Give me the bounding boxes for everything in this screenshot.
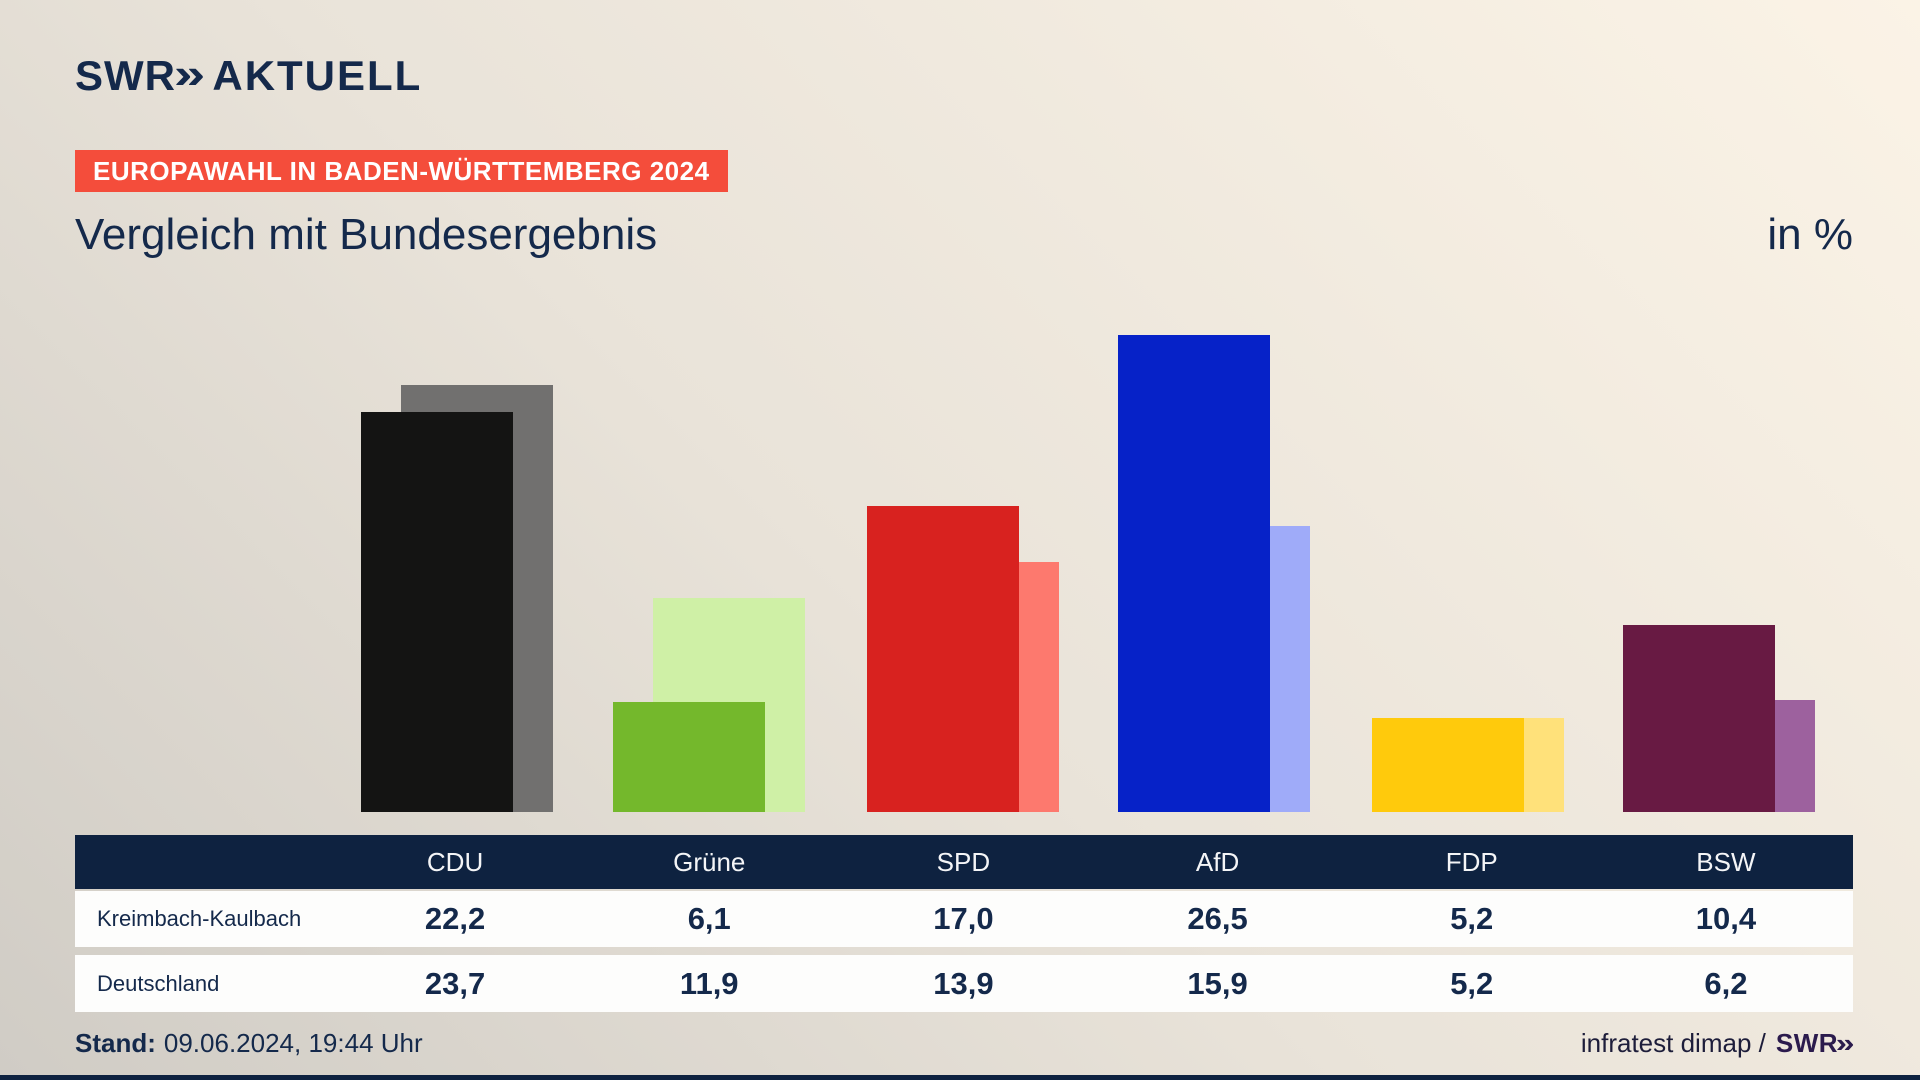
value-afd-deutschland: 15,9	[1187, 965, 1248, 1001]
column-header-fdp: FDP	[1445, 846, 1498, 877]
page-title: Vergleich mit Bundesergebnis	[75, 210, 658, 259]
column-header-bsw: BSW	[1696, 846, 1756, 877]
election-badge: EUROPAWAHL IN BADEN-WÜRTTEMBERG 2024	[75, 150, 728, 192]
unit-label: in %	[1767, 210, 1853, 259]
source-line: infratest dimap / SWR»	[1580, 1028, 1856, 1059]
value-afd-kreimbach-kaulbach: 26,5	[1187, 901, 1248, 936]
value-fdp-kreimbach-kaulbach: 5,2	[1450, 901, 1494, 936]
stand-value: 09.06.2024, 19:44 Uhr	[163, 1028, 423, 1058]
table-row: Deutschland 23,7 11,9 13,9 15,9 5,2 6,2	[75, 955, 1853, 1012]
status-line: Stand: 09.06.2024, 19:44 Uhr	[75, 1028, 423, 1059]
stand-label: Stand:	[75, 1028, 156, 1058]
results-table: CDU Grüne SPD AfD FDP BSW Kreimbach-Kaulbach 2…	[75, 835, 1853, 1012]
chevrons-icon: »	[1835, 1028, 1856, 1058]
swr-logo-text: SWR	[75, 52, 176, 99]
bottom-navy-strip	[0, 1075, 1920, 1080]
bar-fdp-kreimbach-kaulbach	[1372, 718, 1524, 812]
value-bsw-kreimbach-kaulbach: 10,4	[1695, 901, 1757, 936]
value-spd-deutschland: 13,9	[933, 965, 994, 1001]
value-spd-kreimbach-kaulbach: 17,0	[933, 901, 994, 936]
value-cdu-kreimbach-kaulbach: 22,2	[424, 901, 486, 936]
column-header-cdu: CDU	[426, 846, 484, 877]
aktuell-logo-text: AKTUELL	[212, 52, 423, 99]
column-header-spd: SPD	[936, 846, 991, 877]
swr-aktuell-logo: SWR» AKTUELL	[75, 50, 422, 102]
table-header-row: CDU Grüne SPD AfD FDP BSW	[75, 835, 1853, 889]
table-row: Kreimbach-Kaulbach 22,2 6,1 17,0 26,5 5,2 10,4	[75, 891, 1853, 947]
value-cdu-deutschland: 23,7	[424, 965, 486, 1001]
source-text: infratest dimap /	[1580, 1028, 1766, 1058]
bar-bsw-kreimbach-kaulbach	[1623, 625, 1775, 812]
chevrons-icon: »	[173, 50, 207, 97]
value-grüne-deutschland: 11,9	[679, 965, 739, 1001]
value-fdp-deutschland: 5,2	[1450, 965, 1494, 1001]
swr-footer-logo-text: SWR	[1775, 1028, 1839, 1058]
swr-footer-logo: SWR»	[1775, 1028, 1856, 1059]
row-label: Kreimbach-Kaulbach	[97, 906, 302, 931]
value-grüne-kreimbach-kaulbach: 6,1	[687, 901, 731, 936]
column-header-afd: AfD	[1195, 846, 1240, 877]
bar-afd-kreimbach-kaulbach	[1118, 335, 1270, 812]
bar-chart	[361, 335, 1815, 812]
column-header-grüne: Grüne	[673, 846, 746, 877]
value-bsw-deutschland: 6,2	[1704, 965, 1748, 1001]
bar-spd-kreimbach-kaulbach	[867, 506, 1019, 812]
bar-grüne-kreimbach-kaulbach	[613, 702, 765, 812]
row-label: Deutschland	[97, 970, 220, 996]
bar-cdu-kreimbach-kaulbach	[361, 412, 513, 812]
